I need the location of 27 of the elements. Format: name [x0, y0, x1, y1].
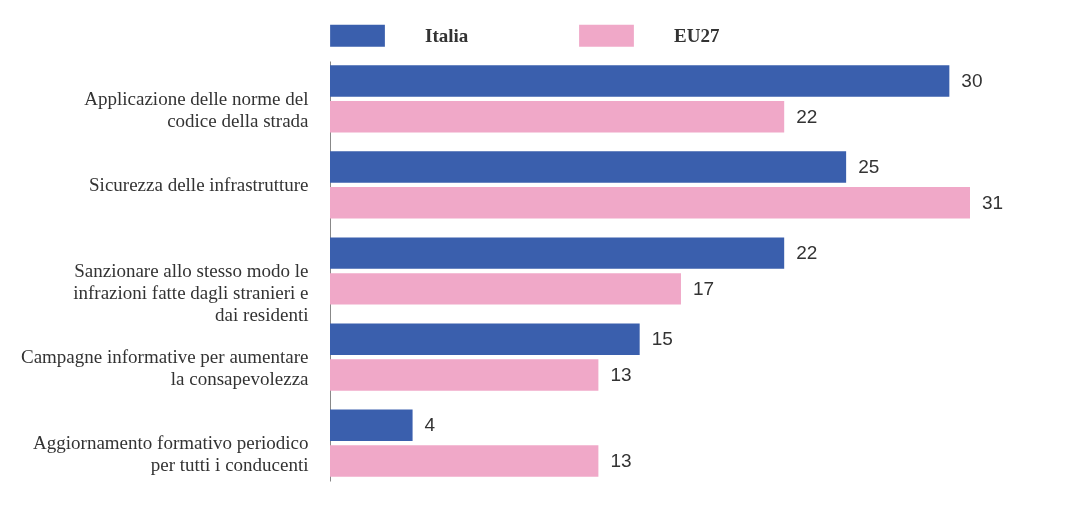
bar: [330, 273, 681, 305]
bar: [330, 187, 970, 219]
y-tick-label: Applicazione delle norme del codice della strada: [84, 87, 310, 131]
bar: [330, 151, 847, 183]
legend-label: EU27: [674, 24, 720, 46]
bar: [330, 409, 413, 441]
y-tick-label: Sicurezza delle infrastrutture: [89, 173, 309, 195]
bar: [330, 237, 785, 269]
y-tick-label: Aggiornamento formativo periodico per tutti i conducenti: [33, 432, 309, 476]
bar: [330, 101, 785, 133]
data-label: 17: [692, 277, 715, 299]
bar: [330, 323, 640, 355]
y-tick-label: Campagne informative per aumentare la consapevolezza: [20, 346, 310, 390]
data-label: 22: [796, 105, 818, 127]
data-label: 13: [610, 449, 632, 471]
data-label: 15: [651, 328, 673, 350]
data-label: 31: [982, 191, 1004, 213]
bar: [330, 445, 599, 477]
y-tick-label: Sanzionare allo stesso modo le infrazioni fatte dagli stranieri e dai residenti: [73, 260, 309, 325]
data-label: 13: [610, 363, 632, 385]
data-label: 25: [858, 156, 880, 178]
legend-label: Italia: [425, 24, 469, 46]
data-label: 4: [424, 414, 436, 436]
bar: [330, 359, 599, 391]
data-label: 30: [961, 70, 983, 92]
bar: [330, 65, 950, 97]
data-label: 22: [796, 242, 818, 264]
